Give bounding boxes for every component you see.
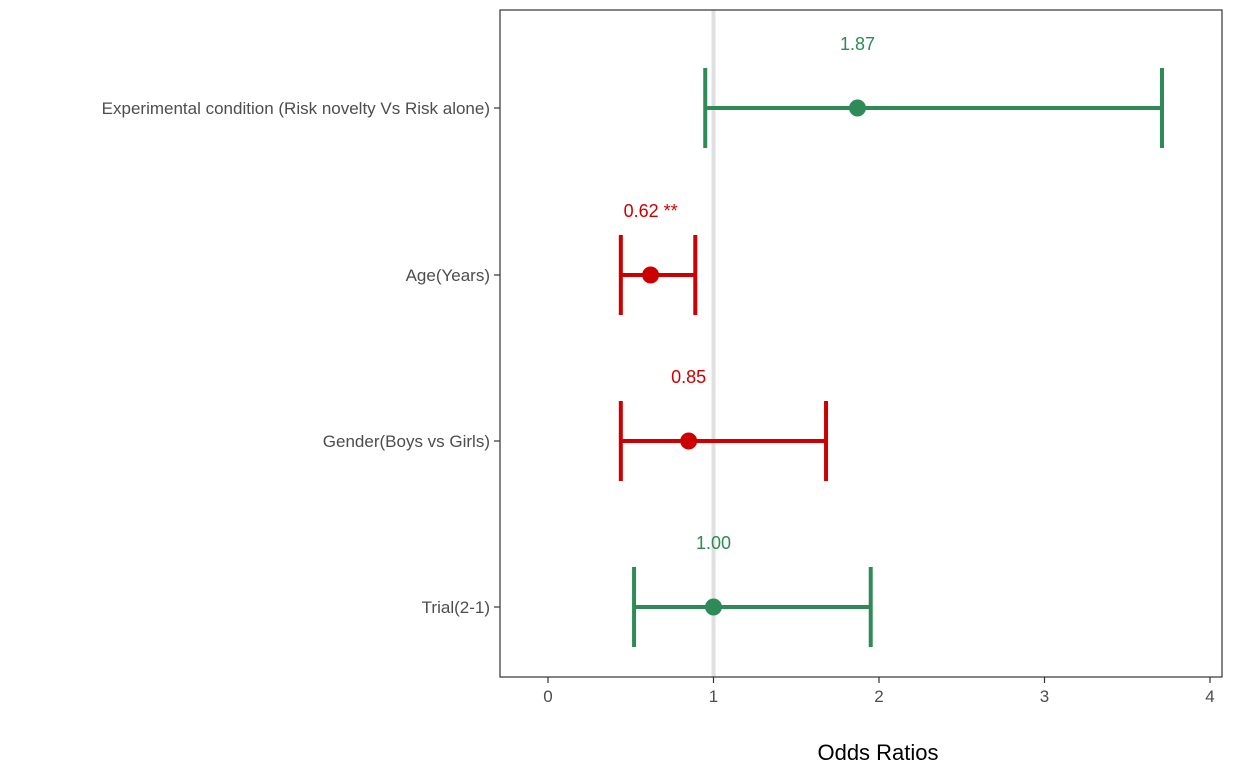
estimate-row: 1.87 (703, 34, 1165, 148)
estimate-label: 1.87 (840, 34, 875, 54)
estimate-label: 1.00 (696, 533, 731, 553)
estimate-point (705, 598, 722, 616)
estimate-row: 0.62 ** (618, 201, 698, 315)
x-axis-title: Odds Ratios (817, 740, 938, 765)
estimate-label: 0.85 (671, 367, 706, 387)
y-tick-label: Age(Years) (406, 266, 490, 285)
x-tick-label: 4 (1205, 687, 1214, 706)
estimate-point (680, 432, 698, 450)
x-tick-label: 3 (1040, 687, 1049, 706)
y-tick-label: Experimental condition (Risk novelty Vs … (102, 99, 490, 118)
x-tick-label: 2 (874, 687, 883, 706)
estimate-row: 0.85 (618, 367, 829, 481)
estimate-label: 0.62 ** (624, 201, 678, 221)
plot-panel-border (499, 9, 1223, 678)
x-tick-label: 0 (543, 687, 552, 706)
estimate-point (642, 266, 660, 284)
y-tick-label: Gender(Boys vs Girls) (323, 432, 490, 451)
estimate-point (848, 99, 866, 117)
estimate-row: 1.00 (632, 533, 873, 647)
x-tick-label: 1 (709, 687, 718, 706)
y-tick-label: Trial(2-1) (422, 598, 490, 617)
